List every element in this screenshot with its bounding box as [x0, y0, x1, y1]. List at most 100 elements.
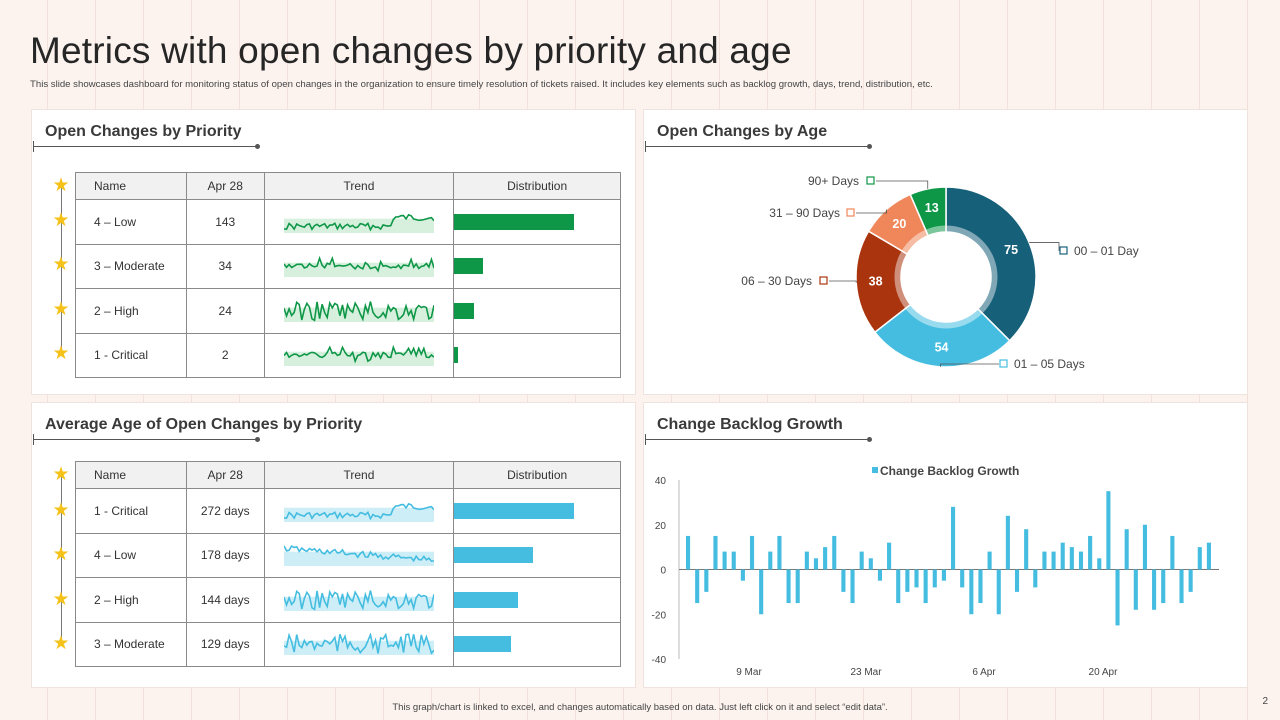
star-icon: ★	[52, 500, 70, 521]
bar	[795, 569, 800, 604]
row-name: 2 – High	[75, 288, 187, 334]
table-row: 3 – Moderate 129 days	[75, 621, 621, 667]
slice-label: 31 – 90 Days	[769, 206, 840, 220]
table-row: 4 – Low 143	[75, 199, 621, 245]
bar	[859, 551, 864, 570]
distribution-bar	[454, 547, 533, 564]
slice-label: 06 – 30 Days	[741, 274, 812, 288]
sparkline-line	[283, 344, 434, 364]
bar	[850, 569, 855, 604]
bar	[1069, 547, 1074, 570]
panel-title: Change Backlog Growth	[657, 416, 843, 433]
donut-hole	[908, 239, 984, 315]
leader-line	[876, 180, 929, 189]
row-distribution	[453, 199, 621, 245]
row-distribution	[453, 488, 621, 534]
bar	[1161, 569, 1166, 604]
sparkline-line	[283, 589, 434, 611]
sparkline-line	[283, 502, 434, 521]
footer-note: This graph/chart is linked to excel, and…	[392, 702, 888, 713]
backlog-bar-chart: 40 20 0 -20 -40 9 Mar 23 Mar 6 Apr 20 Apr Change …	[652, 464, 1219, 678]
bar	[768, 551, 773, 570]
page-title: Metrics with open changes by priority an…	[30, 30, 792, 71]
bar	[786, 569, 791, 604]
col-header-name: Name	[75, 172, 187, 200]
priority-table: Name Apr 28 Trend Distribution 4 – Low 14…	[75, 172, 621, 378]
row-distribution	[453, 332, 621, 378]
x-tick-label: 6 Apr	[972, 667, 996, 678]
donut-value-label: 20	[892, 217, 906, 231]
open-changes-priority-panel: Open Changes by Priority ★ ★ ★ ★ ★ Name …	[31, 109, 636, 395]
bar	[905, 569, 910, 592]
y-tick-label: 20	[655, 521, 667, 532]
table-row: 1 - Critical 272 days	[75, 488, 621, 534]
slice-label: 00 – 01 Day	[1074, 244, 1139, 258]
row-distribution	[453, 577, 621, 623]
distribution-bar	[454, 636, 511, 653]
legend-marker	[866, 176, 875, 185]
avg-age-table: Name Apr 28 Trend Distribution 1 - Criti…	[75, 461, 621, 667]
avg-age-priority-panel: Average Age of Open Changes by Priority …	[31, 402, 636, 688]
table-header-row: Name Apr 28 Trend Distribution	[75, 461, 621, 489]
row-name: 3 – Moderate	[75, 243, 187, 289]
bar	[960, 569, 965, 588]
bar	[969, 569, 974, 615]
bar	[804, 551, 809, 570]
row-distribution	[453, 621, 621, 667]
row-name: 1 - Critical	[75, 332, 187, 378]
star-icon: ★	[52, 210, 70, 231]
bar	[1197, 547, 1202, 570]
sparkline-band	[283, 351, 434, 367]
distribution-bar	[454, 213, 574, 230]
bar	[914, 569, 919, 588]
bar	[1005, 515, 1010, 570]
trend-sparkline	[283, 256, 434, 278]
bar	[1179, 569, 1184, 604]
bar	[841, 569, 846, 592]
leader-line	[939, 363, 999, 367]
bar	[1060, 542, 1065, 570]
x-tick-label: 9 Mar	[736, 667, 762, 678]
trend-sparkline	[283, 213, 434, 233]
donut-slice	[873, 303, 1011, 368]
y-tick-label: 0	[660, 566, 666, 577]
age-donut-chart: 75 00 – 01 Day 54 01 – 05 Days 38 06 – 30 Day…	[741, 174, 1139, 371]
star-icon: ★	[52, 633, 70, 654]
col-header-trend: Trend	[263, 172, 455, 200]
bar	[1152, 569, 1157, 610]
donut-value-label: 38	[869, 274, 883, 288]
bar	[887, 542, 892, 570]
row-trend	[263, 243, 455, 289]
legend-marker	[819, 276, 828, 285]
distribution-bar	[454, 347, 459, 364]
bar	[1042, 551, 1047, 570]
donut-slice	[909, 186, 947, 237]
sparkline-band	[283, 262, 434, 278]
bar	[951, 506, 956, 570]
bar	[1106, 491, 1111, 570]
bar	[1033, 569, 1038, 588]
row-trend	[263, 621, 455, 667]
legend-marker	[1059, 246, 1068, 255]
star-icon: ★	[52, 544, 70, 565]
x-tick-label: 20 Apr	[1089, 667, 1119, 678]
row-name: 3 – Moderate	[75, 621, 187, 667]
donut-value-label: 54	[935, 340, 949, 354]
donut-value-label: 13	[925, 201, 939, 215]
donut-inner-ring	[894, 225, 998, 329]
sparkline-line	[283, 300, 434, 322]
donut-value-label: 75	[1004, 243, 1018, 257]
bar	[823, 547, 828, 570]
row-trend	[263, 488, 455, 534]
title-rule	[33, 141, 260, 152]
col-header-date: Apr 28	[185, 461, 265, 489]
col-header-trend: Trend	[263, 461, 455, 489]
leader-line	[856, 209, 887, 214]
slice-label: 01 – 05 Days	[1014, 357, 1085, 371]
bar	[832, 535, 837, 570]
bar	[740, 569, 745, 581]
bar	[813, 558, 819, 570]
donut-slice	[945, 186, 1037, 342]
row-value: 144 days	[185, 577, 265, 623]
star-icon: ★	[52, 254, 70, 275]
